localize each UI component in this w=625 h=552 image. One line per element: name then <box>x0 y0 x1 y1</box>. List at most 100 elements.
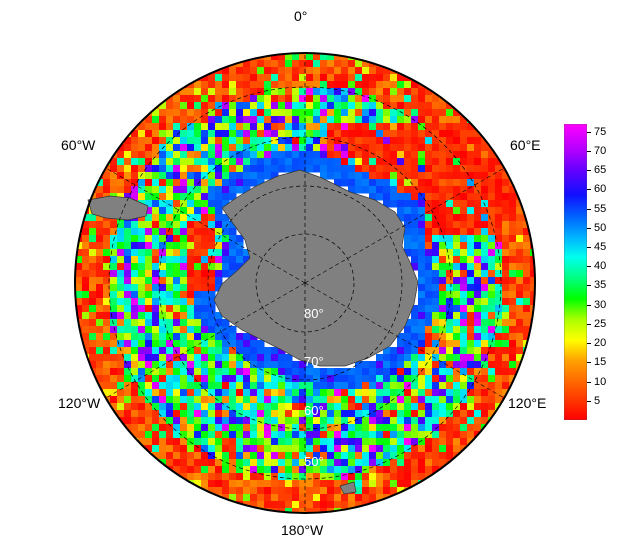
data-cell <box>383 74 391 82</box>
data-cell <box>355 494 363 502</box>
data-cell <box>243 74 251 82</box>
data-cell <box>446 368 454 376</box>
data-cell <box>418 312 426 320</box>
data-cell <box>173 396 181 404</box>
data-cell <box>124 249 132 257</box>
data-cell <box>229 424 237 432</box>
data-cell <box>411 480 419 488</box>
data-cell <box>75 263 83 271</box>
data-cell <box>418 291 426 299</box>
data-cell <box>222 144 230 152</box>
data-cell <box>124 228 132 236</box>
data-cell <box>369 109 377 117</box>
south-america-land <box>87 195 149 221</box>
data-cell <box>138 375 146 383</box>
data-cell <box>187 473 195 481</box>
data-cell <box>383 102 391 110</box>
data-cell <box>348 466 356 474</box>
data-cell <box>173 389 181 397</box>
data-cell <box>103 298 111 306</box>
data-cell <box>474 326 482 334</box>
data-cell <box>495 368 503 376</box>
data-cell <box>488 179 496 187</box>
data-cell <box>180 123 188 131</box>
data-cell <box>264 60 272 68</box>
data-cell <box>278 158 286 166</box>
data-cell <box>418 284 426 292</box>
data-cell <box>299 123 307 131</box>
data-cell <box>257 389 265 397</box>
data-cell <box>474 403 482 411</box>
data-cell <box>194 277 202 285</box>
data-cell <box>173 445 181 453</box>
data-cell <box>327 130 335 138</box>
data-cell <box>362 466 370 474</box>
data-cell <box>390 179 398 187</box>
data-cell <box>460 123 468 131</box>
data-cell <box>180 95 188 103</box>
data-cell <box>285 431 293 439</box>
data-cell <box>383 466 391 474</box>
data-cell <box>194 417 202 425</box>
data-cell <box>117 270 125 278</box>
data-cell <box>383 452 391 460</box>
data-cell <box>446 270 454 278</box>
data-cell <box>411 340 419 348</box>
data-cell <box>110 249 118 257</box>
data-cell <box>187 165 195 173</box>
data-cell <box>292 473 300 481</box>
data-cell <box>502 179 510 187</box>
data-cell <box>271 130 279 138</box>
data-cell <box>453 347 461 355</box>
data-cell <box>229 445 237 453</box>
data-cell <box>446 354 454 362</box>
data-cell <box>250 116 258 124</box>
data-cell <box>488 235 496 243</box>
data-cell <box>439 305 447 313</box>
data-cell <box>166 431 174 439</box>
data-cell <box>285 74 293 82</box>
data-cell <box>215 214 223 222</box>
data-cell <box>439 438 447 446</box>
data-cell <box>432 340 440 348</box>
data-cell <box>264 151 272 159</box>
data-cell <box>495 291 503 299</box>
data-cell <box>453 438 461 446</box>
data-cell <box>229 158 237 166</box>
data-cell <box>180 242 188 250</box>
data-cell <box>208 445 216 453</box>
data-cell <box>348 144 356 152</box>
data-cell <box>215 424 223 432</box>
data-cell <box>390 487 398 495</box>
lon-label-120e: 120°E <box>508 395 547 411</box>
data-cell <box>152 151 160 159</box>
data-cell <box>89 291 97 299</box>
data-cell <box>348 438 356 446</box>
data-cell <box>404 179 412 187</box>
data-cell <box>138 137 146 145</box>
data-cell <box>159 151 167 159</box>
data-cell <box>243 410 251 418</box>
data-cell <box>362 165 370 173</box>
data-cell <box>481 396 489 404</box>
data-cell <box>208 242 216 250</box>
data-cell <box>201 312 209 320</box>
data-cell <box>222 228 230 236</box>
data-cell <box>383 459 391 467</box>
data-cell <box>495 284 503 292</box>
data-cell <box>215 375 223 383</box>
data-cell <box>96 277 104 285</box>
data-cell <box>236 382 244 390</box>
data-cell <box>369 123 377 131</box>
data-cell <box>369 165 377 173</box>
data-cell <box>166 284 174 292</box>
data-cell <box>481 235 489 243</box>
data-cell <box>411 452 419 460</box>
data-cell <box>432 438 440 446</box>
data-cell <box>229 179 237 187</box>
data-cell <box>474 375 482 383</box>
data-cell <box>418 396 426 404</box>
data-cell <box>292 361 300 369</box>
data-cell <box>110 389 118 397</box>
data-cell <box>222 354 230 362</box>
